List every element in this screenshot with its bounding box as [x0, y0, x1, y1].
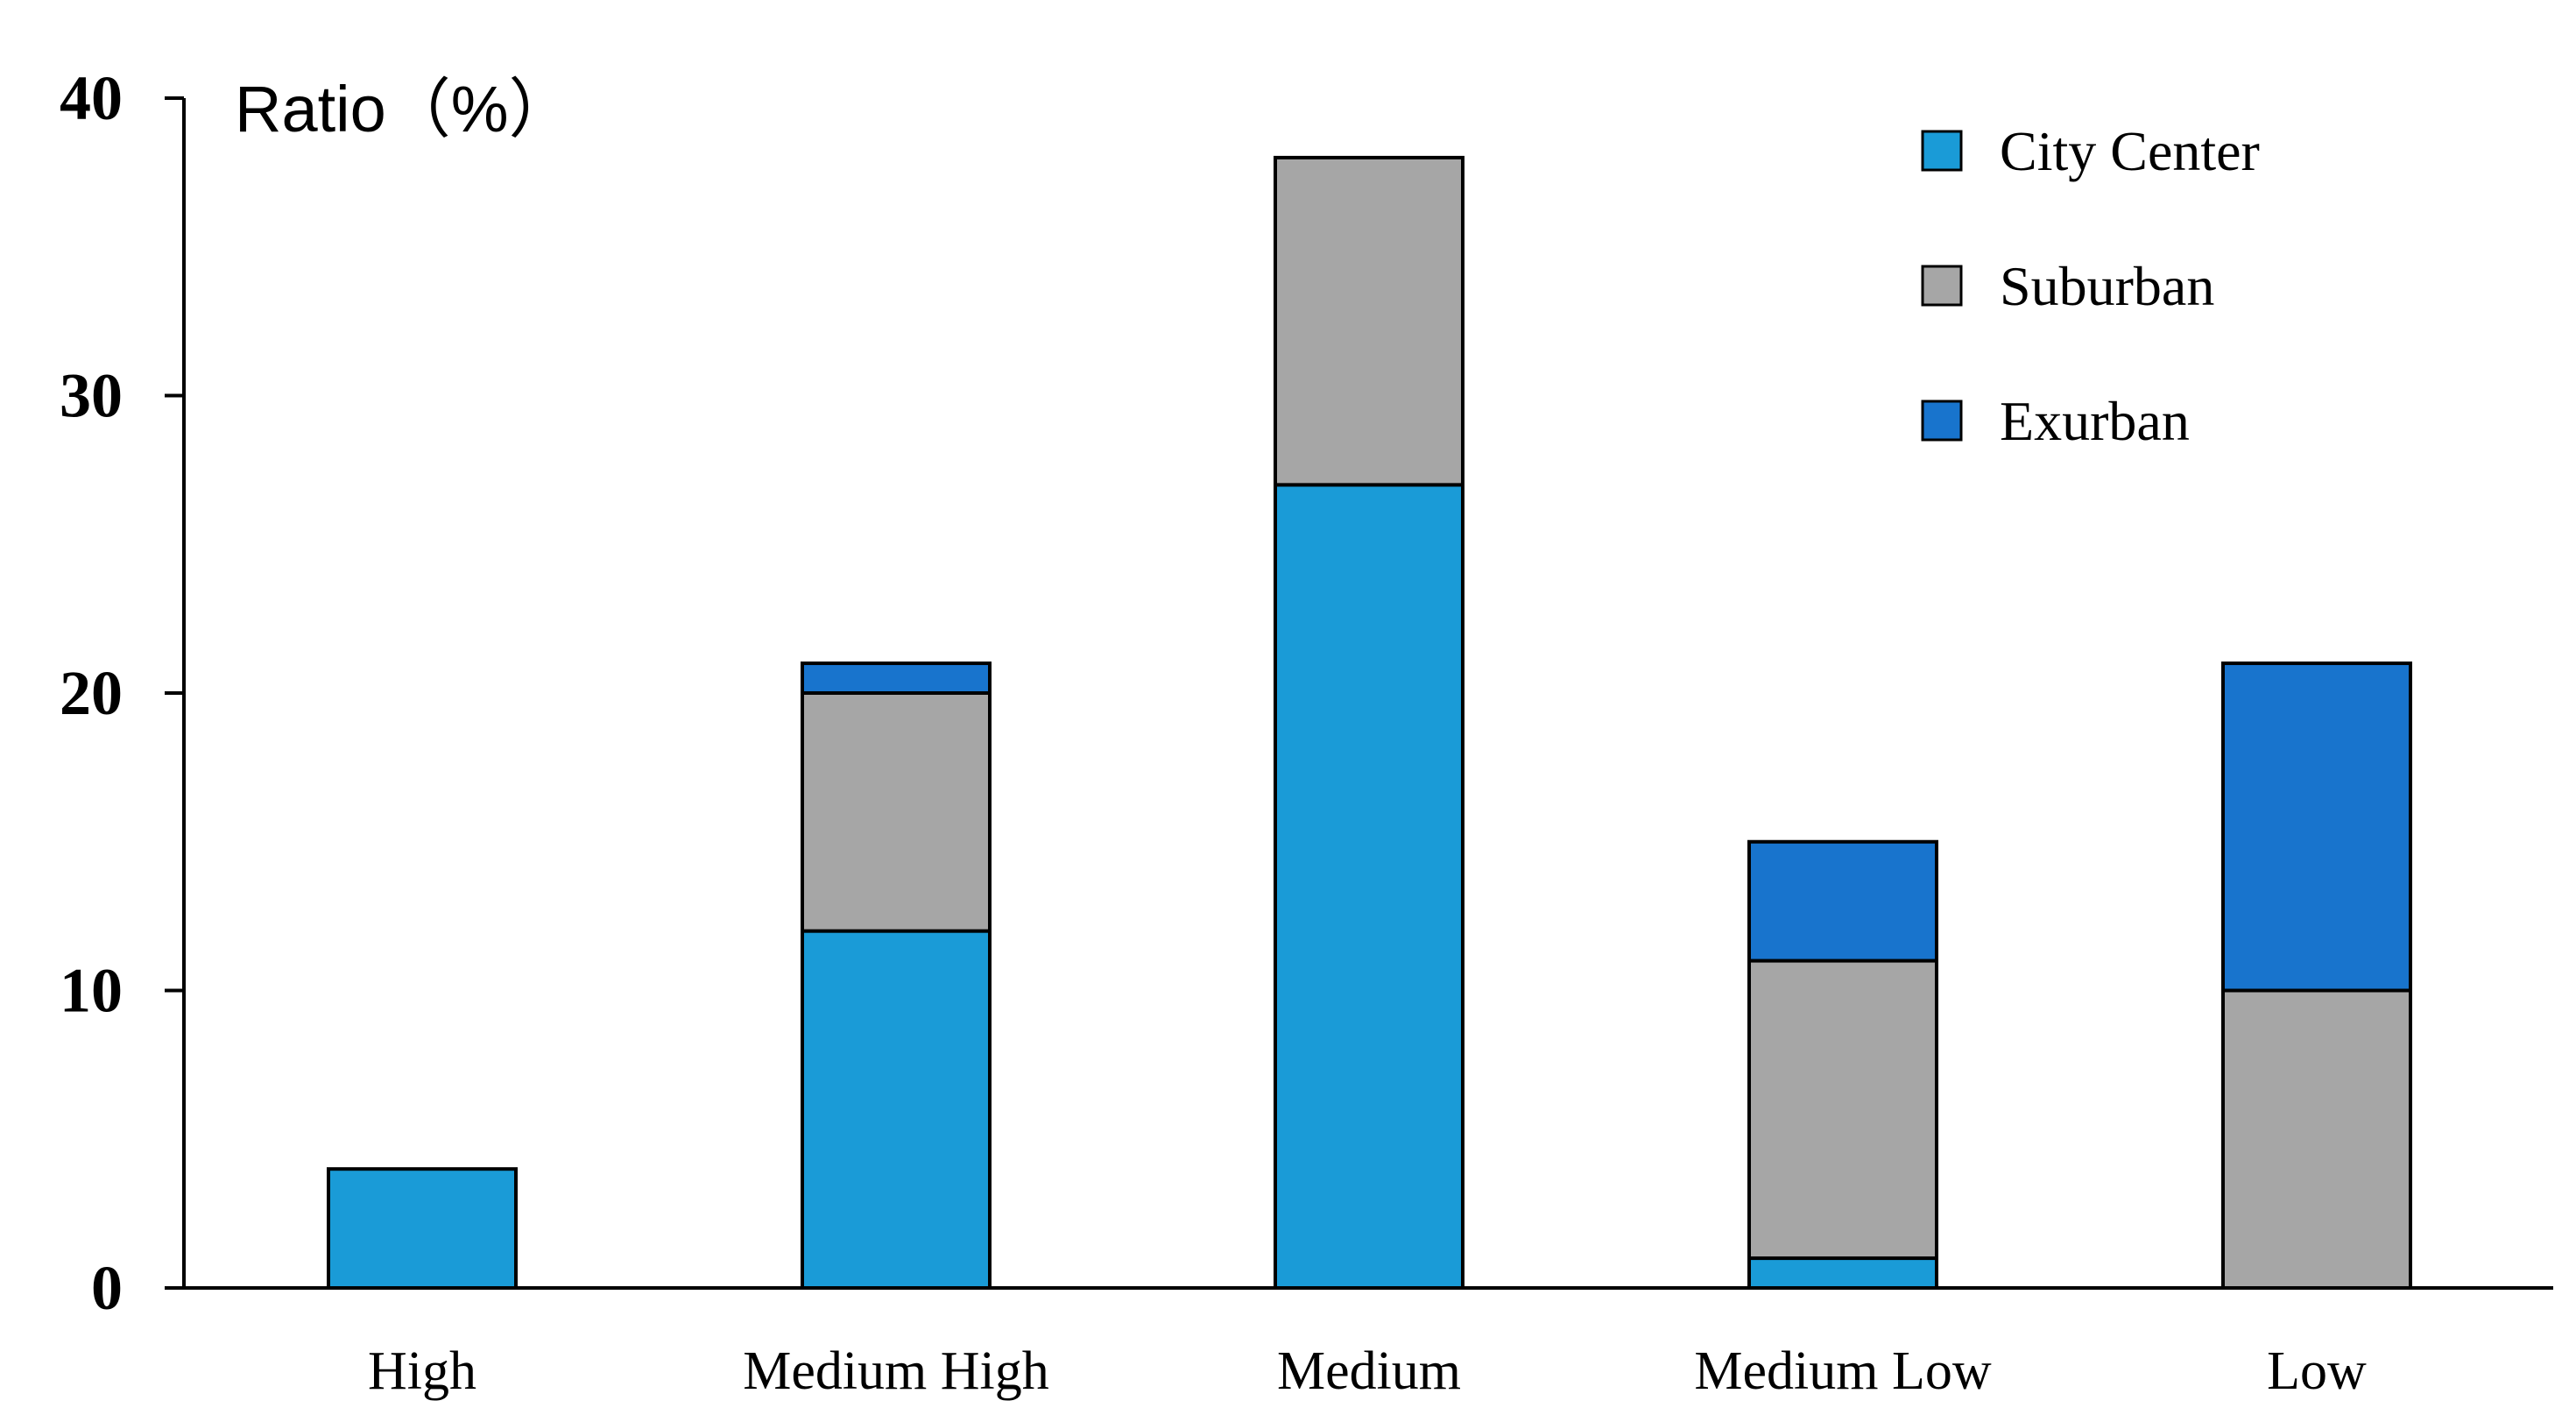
bar-high-city-center [327, 1167, 518, 1290]
y-tick-label: 30 [60, 361, 123, 431]
y-tick-label: 0 [91, 1253, 123, 1323]
bar-low-suburban [2221, 988, 2412, 1290]
bar-medium-low-city-center [1747, 1256, 1938, 1291]
y-tick-label: 40 [60, 63, 123, 133]
x-category-label: High [368, 1341, 476, 1401]
bar-medium-high-city-center [801, 929, 992, 1290]
y-tick-label: 20 [60, 658, 123, 728]
bar-low-exurban [2221, 661, 2412, 993]
y-axis-title: Ratio（%） [235, 73, 574, 145]
bar-medium-high-suburban [801, 691, 992, 933]
x-category-label: Medium High [743, 1341, 1049, 1401]
x-category-label: Medium [1277, 1341, 1461, 1401]
bar-medium-low-exurban [1747, 839, 1938, 963]
legend-label-city-center: City Center [2000, 120, 2260, 182]
x-category-label: Low [2267, 1341, 2367, 1401]
x-category-label: Medium Low [1694, 1341, 1991, 1401]
y-ticks: 0 10 20 30 40 [60, 63, 184, 1323]
legend: City Center Suburban Exurban [1921, 120, 2260, 452]
x-category-labels: High Medium High Medium Medium Low Low [368, 1341, 2367, 1401]
bar-medium-high-exurban [801, 661, 992, 695]
y-tick-label: 10 [60, 956, 123, 1026]
legend-label-exurban: Exurban [2000, 390, 2190, 452]
legend-swatch-city-center [1921, 130, 1963, 172]
legend-label-suburban: Suburban [2000, 255, 2214, 317]
bars-layer [327, 155, 2412, 1291]
bar-medium-city-center [1274, 483, 1464, 1290]
legend-swatch-suburban [1921, 265, 1963, 307]
legend-swatch-exurban [1921, 400, 1963, 442]
bar-medium-suburban [1274, 155, 1464, 487]
bar-medium-low-suburban [1747, 959, 1938, 1261]
